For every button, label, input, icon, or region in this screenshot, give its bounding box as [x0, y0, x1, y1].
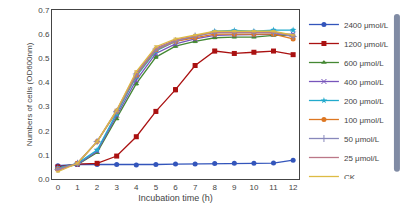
svg-text:100 μmol/L: 100 μmol/L [344, 116, 384, 125]
svg-text:0.2: 0.2 [38, 127, 50, 136]
svg-text:4: 4 [134, 183, 139, 192]
svg-text:0: 0 [56, 183, 61, 192]
svg-text:0.0: 0.0 [38, 175, 50, 184]
svg-text:9: 9 [232, 183, 237, 192]
svg-text:0.3: 0.3 [38, 102, 50, 111]
svg-text:50 μmol/L: 50 μmol/L [344, 135, 380, 144]
svg-text:0.5: 0.5 [38, 54, 50, 63]
svg-text:0.6: 0.6 [38, 30, 50, 39]
svg-text:8: 8 [212, 183, 217, 192]
svg-text:1200 μmol/L: 1200 μmol/L [344, 40, 389, 49]
svg-text:400 μmol/L: 400 μmol/L [344, 78, 384, 87]
svg-text:25 μmol/L: 25 μmol/L [344, 154, 380, 163]
svg-text:10: 10 [249, 183, 258, 192]
svg-text:0.7: 0.7 [38, 6, 50, 15]
svg-text:3: 3 [114, 183, 119, 192]
svg-text:0.4: 0.4 [38, 78, 50, 87]
svg-text:Incubation time (h): Incubation time (h) [138, 193, 213, 203]
svg-text:1: 1 [75, 183, 80, 192]
svg-text:11: 11 [269, 183, 278, 192]
svg-text:7: 7 [193, 183, 198, 192]
svg-text:12: 12 [289, 183, 298, 192]
svg-text:2: 2 [95, 183, 100, 192]
svg-text:0.1: 0.1 [38, 151, 50, 160]
svg-text:2400 μmol/L: 2400 μmol/L [344, 21, 389, 30]
svg-text:600 μmol/L: 600 μmol/L [344, 59, 384, 68]
svg-text:CK: CK [344, 173, 356, 179]
svg-text:Numbers of cells (OD600nm): Numbers of cells (OD600nm) [25, 42, 34, 146]
svg-text:5: 5 [154, 183, 159, 192]
svg-text:6: 6 [173, 183, 178, 192]
svg-text:200 μmol/L: 200 μmol/L [344, 97, 384, 106]
